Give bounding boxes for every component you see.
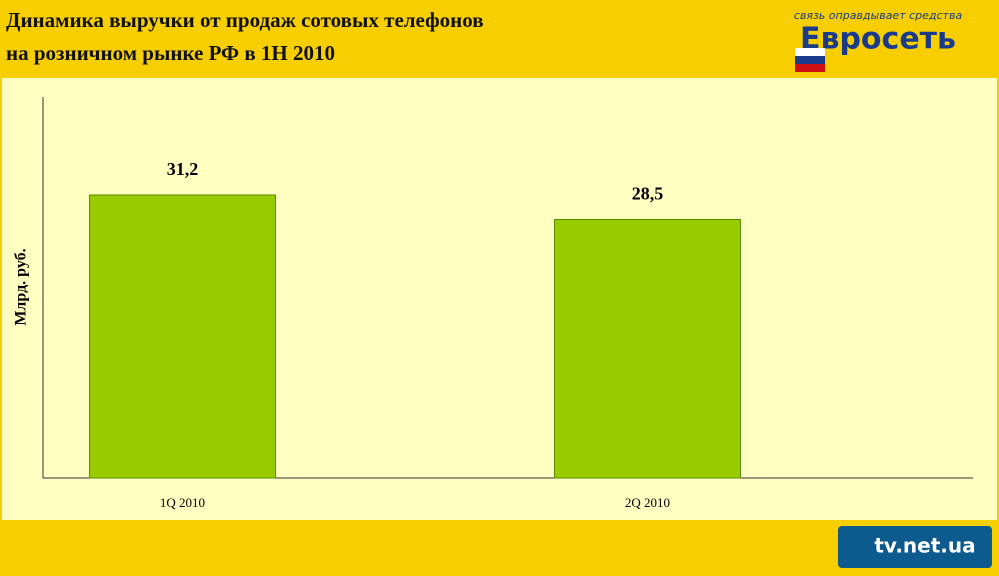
flag: [795, 56, 825, 64]
brand-slogan: связь оправдывает средства: [794, 9, 963, 22]
chart-title: на розничном рынке РФ в 1H 2010: [6, 41, 335, 65]
x-tick-label: 2Q 2010: [625, 495, 670, 510]
source-logo: tv.net.ua: [838, 526, 992, 568]
flag: [795, 64, 825, 72]
value-label: 28,5: [632, 184, 664, 204]
flag: [795, 48, 825, 56]
bar: [554, 218, 741, 479]
source-text: tv.net.ua: [874, 534, 975, 558]
y-axis-label: Млрд. руб.: [13, 248, 30, 325]
brand-name: Евросеть: [800, 22, 956, 57]
x-tick-label: 1Q 2010: [160, 495, 205, 510]
source-badge: [838, 526, 992, 568]
chart-title: Динамика выручки от продаж сотовых телеф…: [6, 8, 484, 32]
value-label: 31,2: [167, 159, 199, 179]
brand-logo: связь оправдывает средства Евросеть: [794, 9, 963, 72]
bar: [89, 194, 276, 479]
